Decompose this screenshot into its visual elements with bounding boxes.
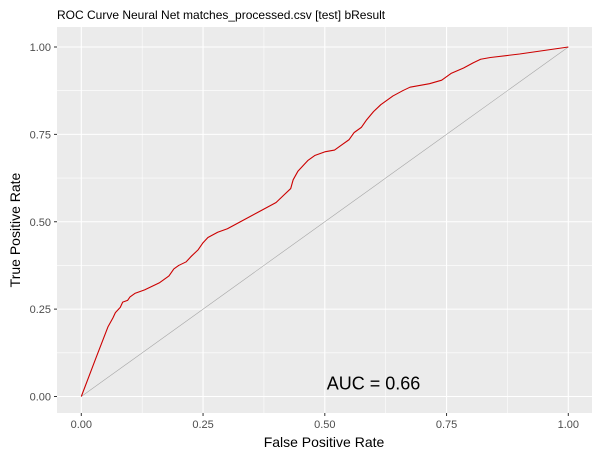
y-tick-label: 1.00 <box>30 42 51 54</box>
x-tick-label: 0.25 <box>192 419 213 431</box>
diagonal-reference-line <box>81 46 569 397</box>
y-axis-title: True Positive Rate <box>7 172 23 287</box>
y-tick-label: 0.50 <box>30 217 51 229</box>
series-lines <box>80 46 569 397</box>
chart-title: ROC Curve Neural Net matches_processed.c… <box>57 8 386 22</box>
x-tick-label: 0.50 <box>314 419 335 431</box>
x-tick-label: 0.75 <box>436 419 457 431</box>
x-tick-label: 0.00 <box>71 419 92 431</box>
y-tick-label: 0.25 <box>30 304 51 316</box>
grid-lines <box>57 27 592 413</box>
x-tick-label: 1.00 <box>558 419 579 431</box>
y-tick-label: 0.75 <box>30 129 51 141</box>
y-tick-label: 0.00 <box>30 392 51 404</box>
roc-curve-line <box>80 46 569 397</box>
auc-annotation: AUC = 0.66 <box>327 374 421 394</box>
x-axis-title: False Positive Rate <box>264 434 385 450</box>
axis-ticks: 0.00 0.25 0.50 0.75 1.00 0.00 0.25 0.50 0.75 1.00 <box>30 42 579 431</box>
